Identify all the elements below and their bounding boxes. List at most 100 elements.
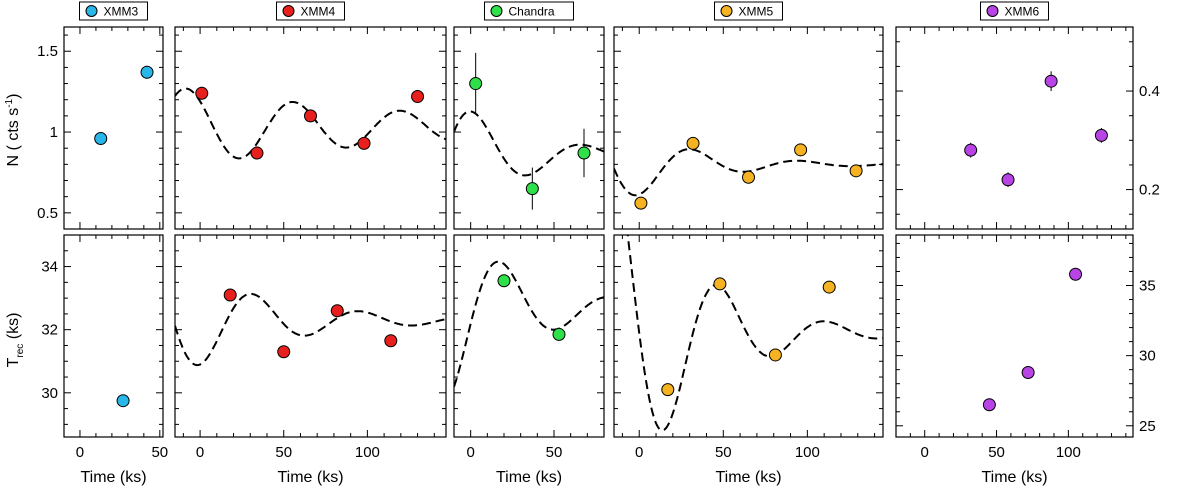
x-tick-label: 50 [275,444,292,461]
plot-area [614,136,883,210]
data-point-xmm4-bottom [223,288,237,302]
legend-xmm3: XMM3 [79,1,148,21]
legend-label: XMM3 [104,5,139,19]
panel-xmm3-bottom: 30 32 34 [41,234,164,438]
legend-label: XMM4 [301,5,336,19]
legend-marker [85,5,98,17]
panel-frame [453,234,605,438]
y-tick-label-right: 35 [1139,278,1156,295]
data-point-xmm4-top [304,109,317,123]
data-point-xmm4-bottom [384,334,398,348]
y-tick-label: 1.5 [37,43,58,60]
x-tick-label: 50 [715,444,732,461]
legend-box [276,1,345,21]
legend-chandra: Chandra [484,1,574,21]
legend-label: Chandra [509,5,555,19]
data-point-xmm3-bottom [116,394,130,408]
data-point-chandra-top [469,77,483,91]
y-tick-label-right: 30 [1139,348,1156,365]
y-tick-label: 0.5 [37,205,58,222]
plot-area [94,65,154,146]
y-tick-label: 1 [50,124,58,141]
data-point-xmm5-bottom [661,383,675,397]
model-curve-xmm4-bottom [175,292,446,367]
x-tick-label: 50 [151,444,168,461]
y-tick-label-right: 25 [1139,418,1156,435]
legend-row: XMM3 XMM4 Chandra XMM5 XMM6 [79,1,1049,21]
data-point-xmm3-top [94,132,108,146]
panel-xmm5-top [613,26,884,230]
plot-area [626,235,883,432]
x-tick-label: 100 [795,444,820,461]
x-tick-label: 0 [635,444,643,461]
plot-area [175,288,446,367]
panel-xmm5-bottom [613,234,884,438]
data-point-xmm4-bottom [277,345,291,359]
data-point-xmm5-bottom [768,348,782,362]
y-axis-title-counts: N ( cts s-1) [4,94,22,167]
model-curve-xmm4-top [175,87,446,160]
panel-frame [895,234,1134,438]
legend-marker [720,5,733,17]
plot-area [175,86,446,160]
panel-frame [63,26,164,230]
data-point-xmm5-top [634,196,648,210]
legend-label: XMM5 [739,5,774,19]
data-point-xmm5-bottom [822,280,836,294]
legend-xmm5: XMM5 [714,1,783,21]
plot-area [964,71,1108,188]
legend-label: XMM6 [1005,5,1040,19]
data-point-xmm5-top [849,164,863,178]
model-curve-chandra-top [454,110,604,177]
chart-panels: 0.5 1 1.5 30 32 34 0.2 0.4 25 30 35 [37,26,1160,438]
panel-xmm4-bottom [174,234,447,438]
y-tick-label-right: 0.4 [1139,83,1160,100]
data-point-xmm5-bottom [713,277,727,291]
x-tick-label: 0 [921,444,929,461]
data-point-chandra-top [525,182,539,196]
panel-xmm3-top: 0.5 1 1.5 [37,26,164,230]
data-point-xmm4-top [250,146,264,160]
data-point-chandra-bottom [552,327,566,341]
data-point-xmm6-bottom [1069,267,1083,281]
data-point-chandra-top [577,146,591,160]
panel-xmm6-top: 0.2 0.4 [895,26,1160,230]
x-tick-label: 0 [196,444,204,461]
legend-box [714,1,783,21]
plot-area [982,267,1083,412]
data-point-xmm4-bottom [330,304,344,318]
panel-xmm4-top [174,26,447,230]
legend-box [484,1,574,21]
data-point-xmm6-top [1094,128,1108,142]
data-point-xmm6-bottom [1021,365,1035,379]
data-point-xmm5-top [686,136,700,150]
data-point-xmm6-top [964,143,978,157]
panel-frame [613,26,884,230]
x-tick-label: 100 [1056,444,1081,461]
x-tick-label: 50 [546,444,563,461]
legend-xmm4: XMM4 [276,1,345,21]
plot-area [454,260,604,388]
data-point-chandra-bottom [497,274,511,288]
legend-marker [986,5,999,17]
data-point-xmm4-top [195,86,209,100]
x-tick-label: 0 [76,444,84,461]
x-axis-title: Time (ks) [277,469,343,486]
x-tick-label: 0 [466,444,474,461]
x-axis-title: Time (ks) [496,469,562,486]
data-point-xmm6-top [1001,173,1015,187]
y-axis-title-trec: Trec (ks) [5,313,26,368]
panel-xmm6-bottom: 25 30 35 [895,234,1156,438]
y-tick-label: 34 [41,259,58,276]
data-point-xmm6-bottom [982,398,996,412]
data-point-xmm3-top [140,65,154,79]
panel-frame [63,234,164,438]
panel-frame [174,26,447,230]
panel-frame [174,234,447,438]
data-point-xmm6-top [1044,74,1058,88]
x-axis-title: Time (ks) [80,469,146,486]
y-tick-label: 30 [41,385,58,402]
x-axis-title: Time (ks) [715,469,781,486]
data-point-xmm4-top [411,89,425,103]
